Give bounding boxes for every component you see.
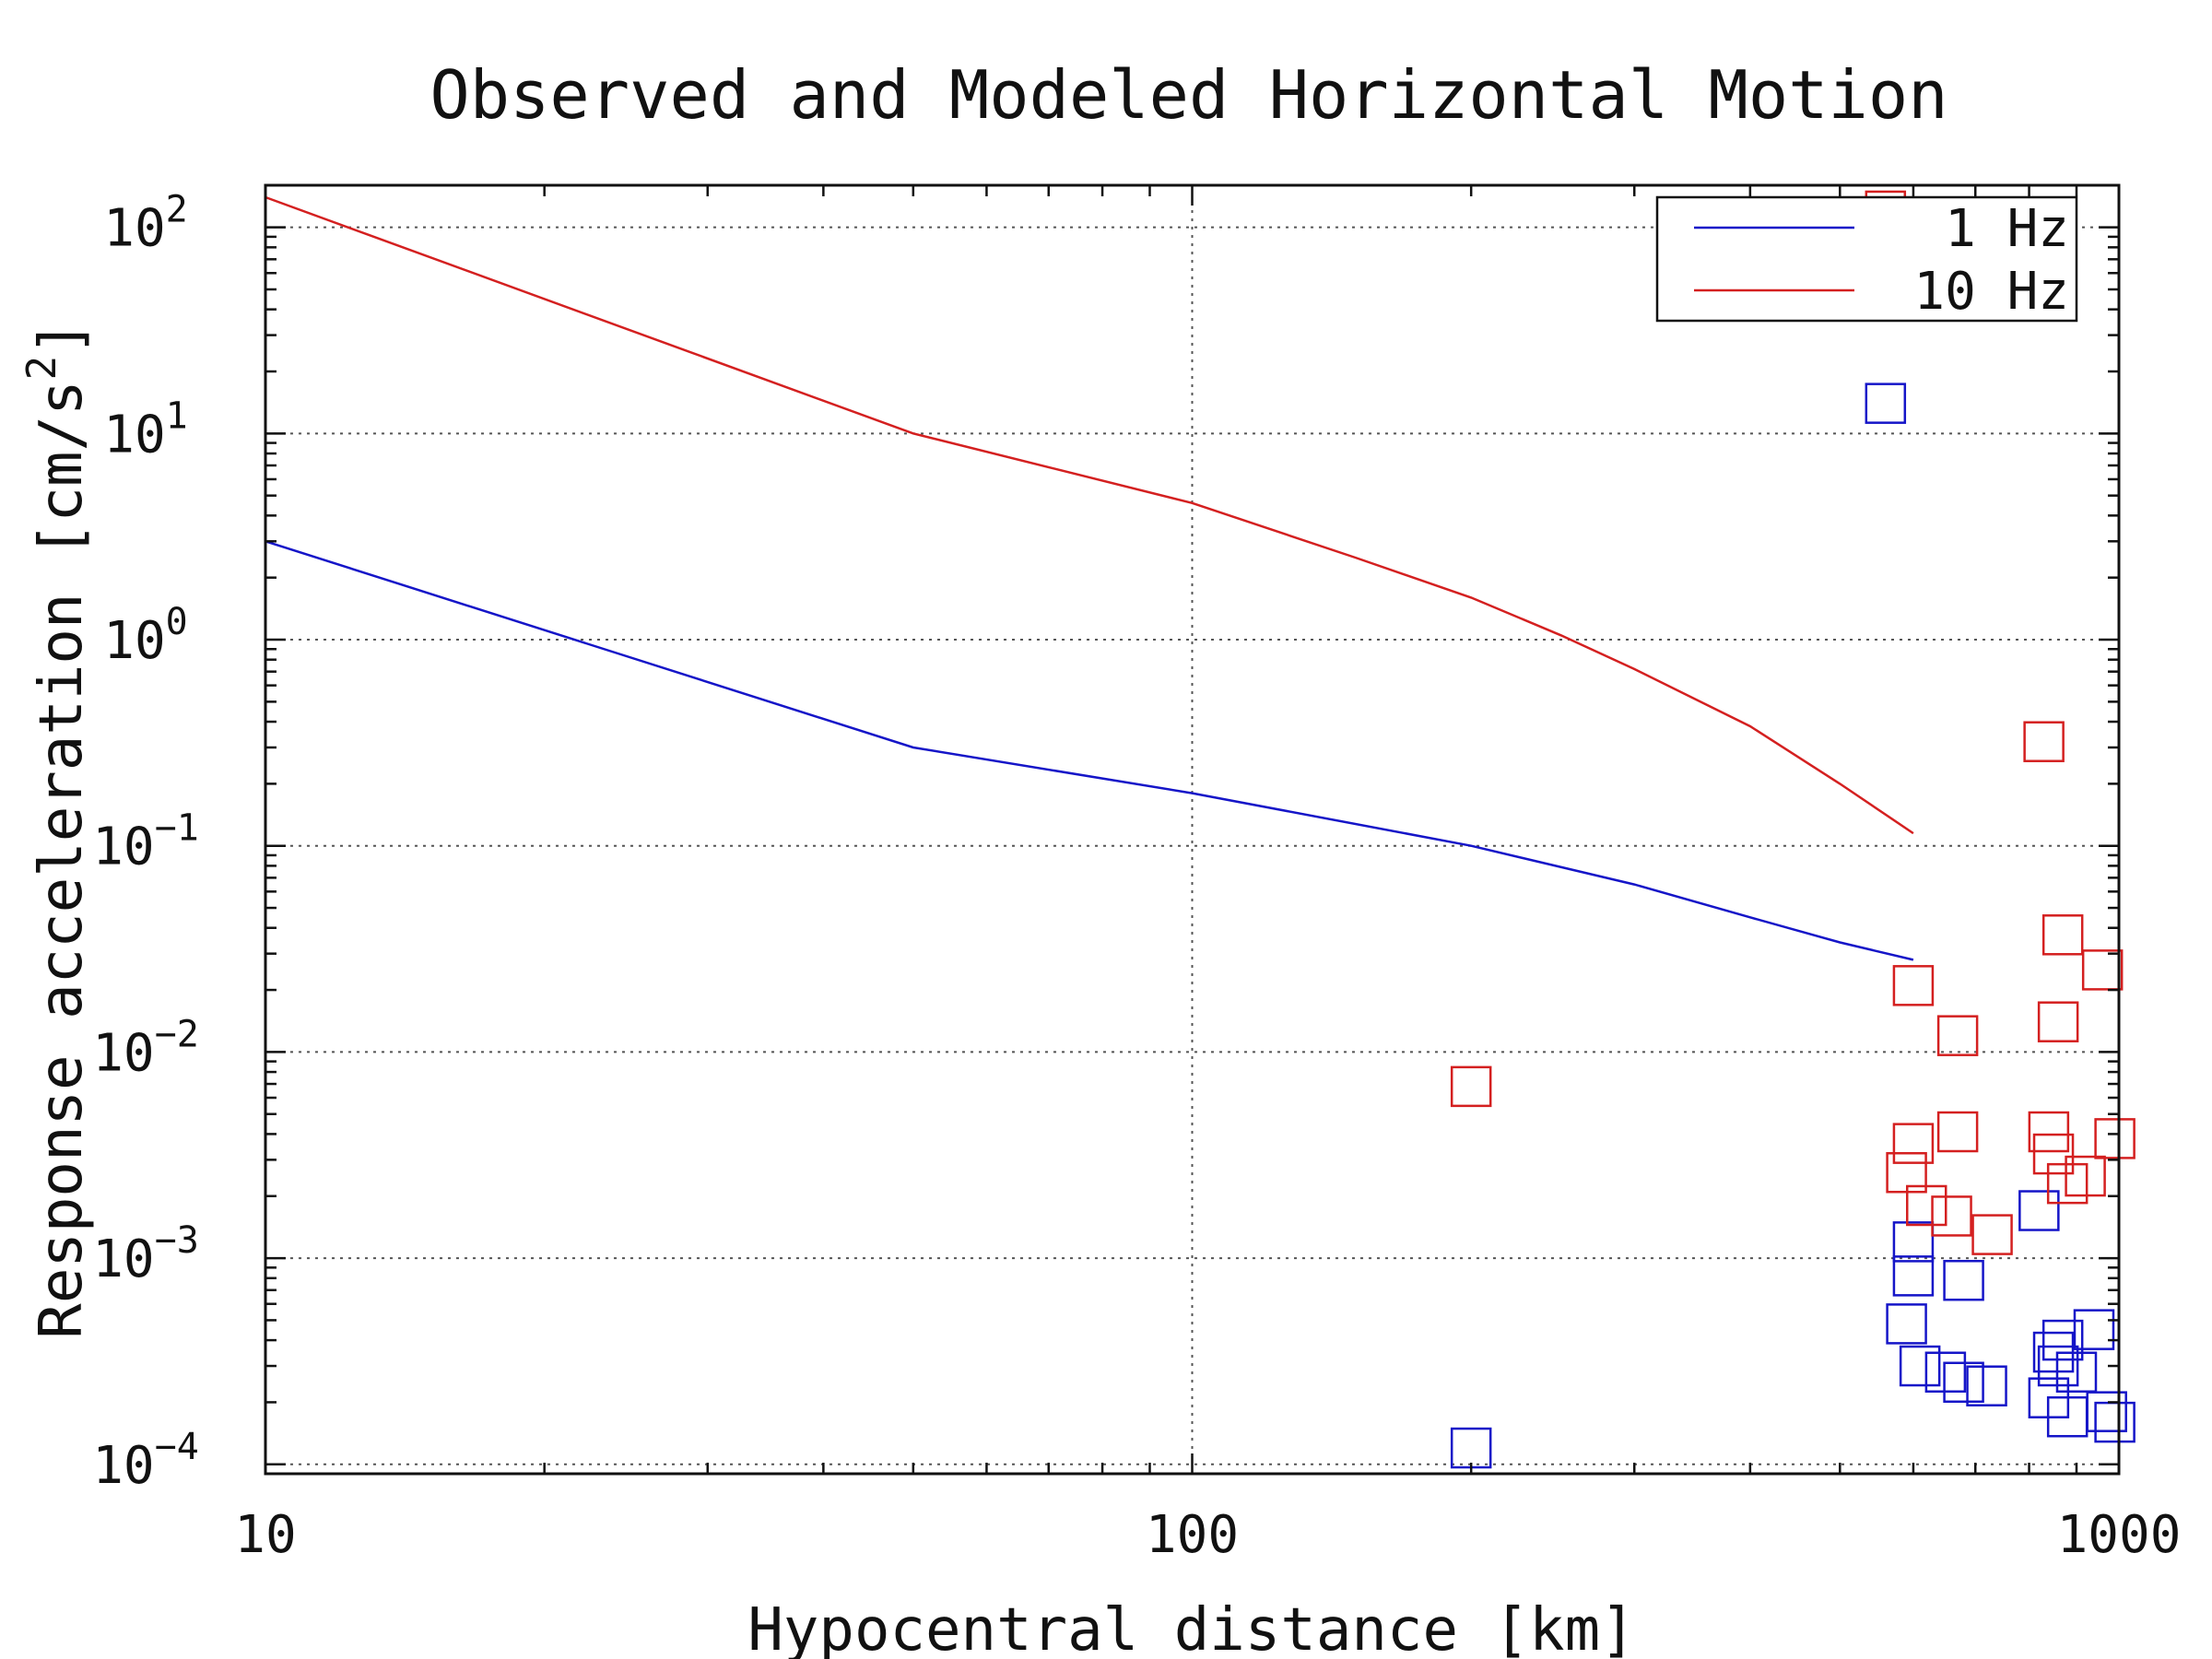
x-axis-label: Hypocentral distance [km] <box>747 1596 1635 1659</box>
y-tick-label: 10−3 <box>92 1219 199 1289</box>
data-point-series-1 <box>2018 1190 2060 1231</box>
ticks <box>264 185 2119 1476</box>
y-tick-labels: 10−4 10−3 10−2 10−1 100 101 102 <box>92 189 199 1496</box>
series-lines <box>265 195 1914 961</box>
data-point-series-1 <box>1924 1351 1967 1393</box>
data-point-series-2 <box>2081 949 2124 991</box>
data-point-series-2 <box>1892 965 1935 1006</box>
data-point-series-2 <box>1450 1065 1492 1108</box>
data-point-series-2 <box>2094 1118 2136 1159</box>
series-line-2 <box>265 195 1914 835</box>
x-tick-labels: 10 100 1000 <box>234 1505 2181 1565</box>
legend-box <box>1655 195 2078 323</box>
data-point-series-2 <box>2023 721 2065 762</box>
data-point-series-1 <box>2086 1391 2127 1432</box>
data-point-series-1 <box>2041 1319 2084 1361</box>
data-point-series-1 <box>1886 1303 1927 1345</box>
y-axis-label: Response acceleration [cm/s2] <box>18 320 96 1338</box>
y-tick-label: 10−2 <box>92 1013 199 1083</box>
data-point-series-2 <box>1936 1015 1979 1056</box>
data-point-series-1 <box>1865 382 1907 424</box>
data-point-series-1 <box>1899 1345 1941 1387</box>
data-point-series-1 <box>1943 1259 1984 1301</box>
data-point-series-2 <box>1936 1111 1979 1153</box>
data-point-series-1 <box>1892 1221 1935 1263</box>
x-tick-label: 10 <box>234 1505 296 1565</box>
series-line-1 <box>265 540 1914 961</box>
y-tick-label: 10−4 <box>92 1426 199 1496</box>
data-point-series-2 <box>1931 1195 1972 1237</box>
data-point-series-2 <box>2028 1111 2070 1153</box>
data-point-series-2 <box>2065 1155 2106 1197</box>
data-point-series-2 <box>1905 1184 1947 1227</box>
data-point-series-2 <box>1971 1214 2013 1255</box>
data-point-series-1 <box>1892 1255 1935 1297</box>
x-tick-label: 1000 <box>2057 1505 2182 1565</box>
data-point-series-2 <box>2041 914 2084 956</box>
legend-label-1: 1 Hz <box>1945 199 2069 259</box>
data-point-series-2 <box>2046 1162 2088 1205</box>
data-point-series-2 <box>2037 1001 2079 1042</box>
data-point-series-1 <box>1943 1361 1984 1404</box>
x-tick-label: 100 <box>1146 1505 1239 1565</box>
data-point-series-1 <box>2073 1309 2115 1350</box>
legend-label-2: 10 Hz <box>1913 262 2069 322</box>
y-tick-label: 101 <box>103 394 188 465</box>
data-point-series-1 <box>2055 1351 2098 1393</box>
y-tick-label: 10−1 <box>92 807 199 877</box>
data-point-series-2 <box>2032 1133 2075 1175</box>
chart-title: Observed and Modeled Horizontal Motion <box>429 56 1947 134</box>
data-point-series-2 <box>1892 1123 1935 1164</box>
data-point-series-1 <box>1966 1365 2007 1406</box>
y-tick-label: 100 <box>103 601 188 671</box>
y-tick-label: 102 <box>103 189 188 259</box>
